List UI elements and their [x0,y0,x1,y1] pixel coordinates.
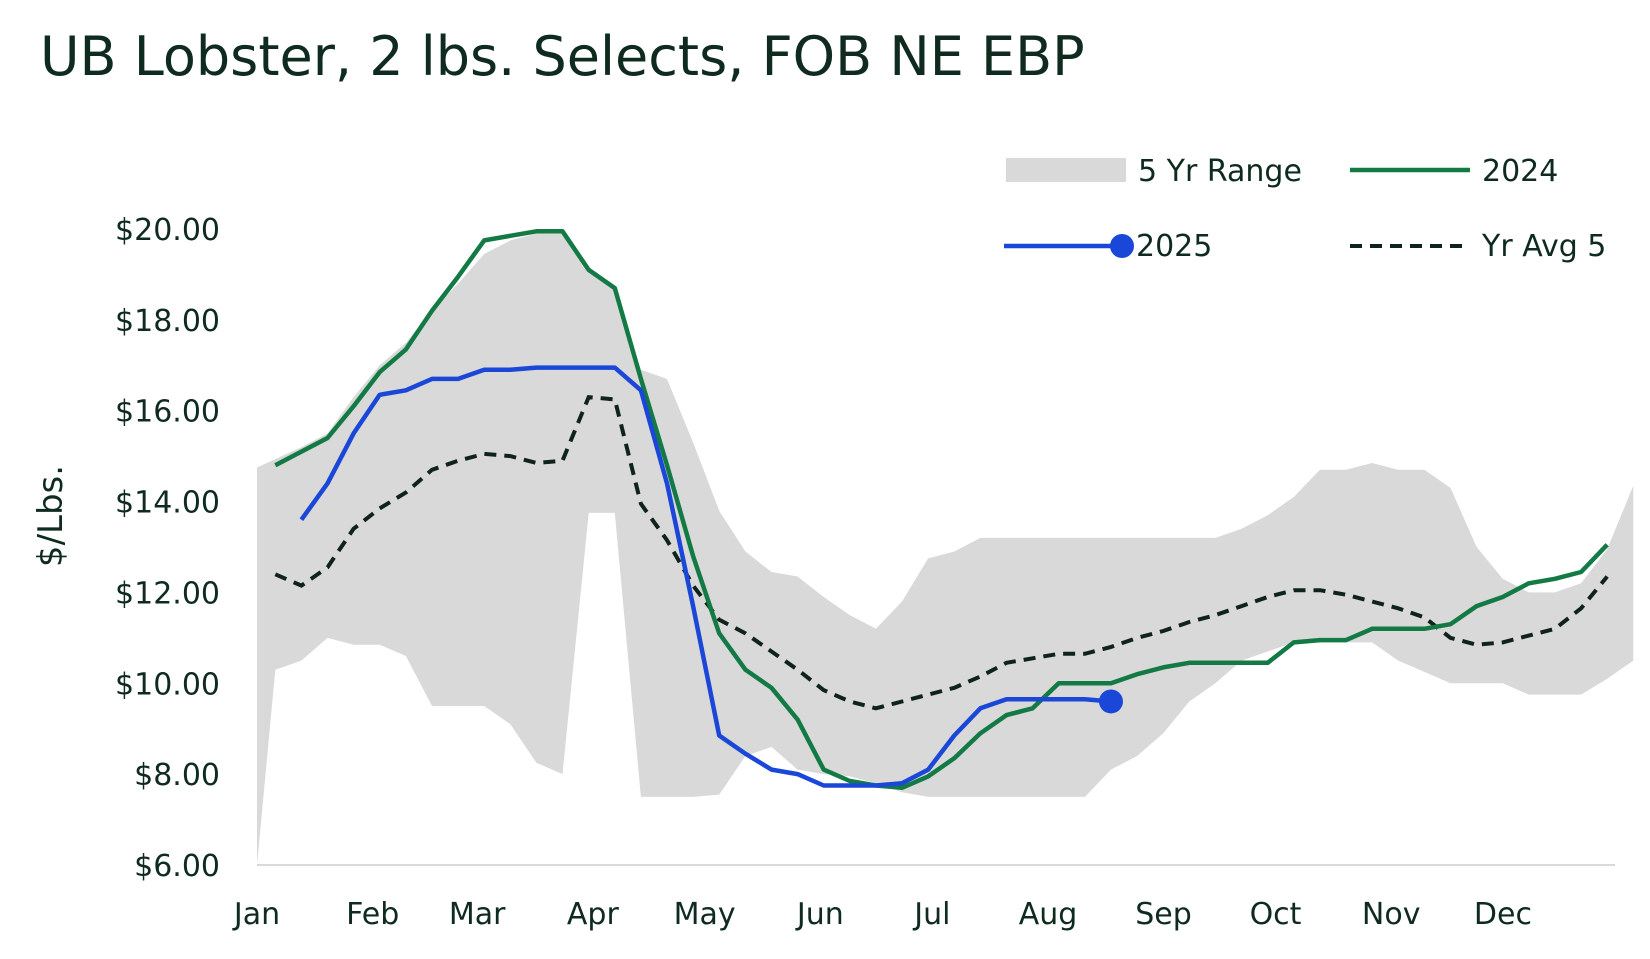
plot-area [257,229,1634,866]
five-year-range-band [257,233,1634,865]
series-line-yr-avg-5 [274,394,1609,711]
x-tick-label: Feb [346,897,399,932]
x-tick-label: Jul [912,897,950,932]
y-tick-label: $16.00 [115,395,220,430]
x-tick-label: Dec [1474,897,1532,932]
y-tick-label: $18.00 [115,304,220,339]
x-tick-label: Nov [1362,897,1421,932]
legend-label-2024: 2024 [1482,154,1558,189]
series-line-2025 [299,365,1112,788]
legend: 5 Yr Range 2024 2025 Yr Avg 5 [1004,154,1606,264]
chart-title: UB Lobster, 2 lbs. Selects, FOB NE EBP [40,25,1085,88]
legend-label-yr-avg-5: Yr Avg 5 [1481,229,1606,264]
x-axis-ticks: Jan Feb Mar Apr May Jun Jul Aug Sep Oct Nov Dec [232,897,1532,932]
y-tick-label: $10.00 [115,667,220,702]
legend-label-2025: 2025 [1136,229,1212,264]
x-tick-label: Oct [1250,897,1302,932]
y-tick-label: $6.00 [134,849,220,884]
x-tick-label: Jan [232,897,280,932]
x-tick-label: Jun [795,897,844,932]
y-axis-ticks: $6.00 $8.00 $10.00 $12.00 $14.00 $16.00 $18.00… [115,213,220,884]
y-tick-label: $12.00 [115,576,220,611]
y-tick-label: $8.00 [134,758,220,793]
legend-label-five-year-range: 5 Yr Range [1138,154,1302,189]
x-tick-label: Aug [1019,897,1078,932]
y-tick-label: $20.00 [115,213,220,248]
x-tick-label: Apr [567,897,620,932]
legend-swatch-five-year-range [1006,158,1126,182]
legend-swatch-2025-dot [1110,234,1134,258]
y-tick-label: $14.00 [115,486,220,521]
series-end-point-2025 [1098,689,1123,714]
x-tick-label: May [674,897,736,932]
y-axis-title: $/Lbs. [31,465,71,567]
x-tick-label: Sep [1135,897,1192,932]
series-line-2024 [274,229,1609,791]
x-tick-label: Mar [449,897,506,932]
